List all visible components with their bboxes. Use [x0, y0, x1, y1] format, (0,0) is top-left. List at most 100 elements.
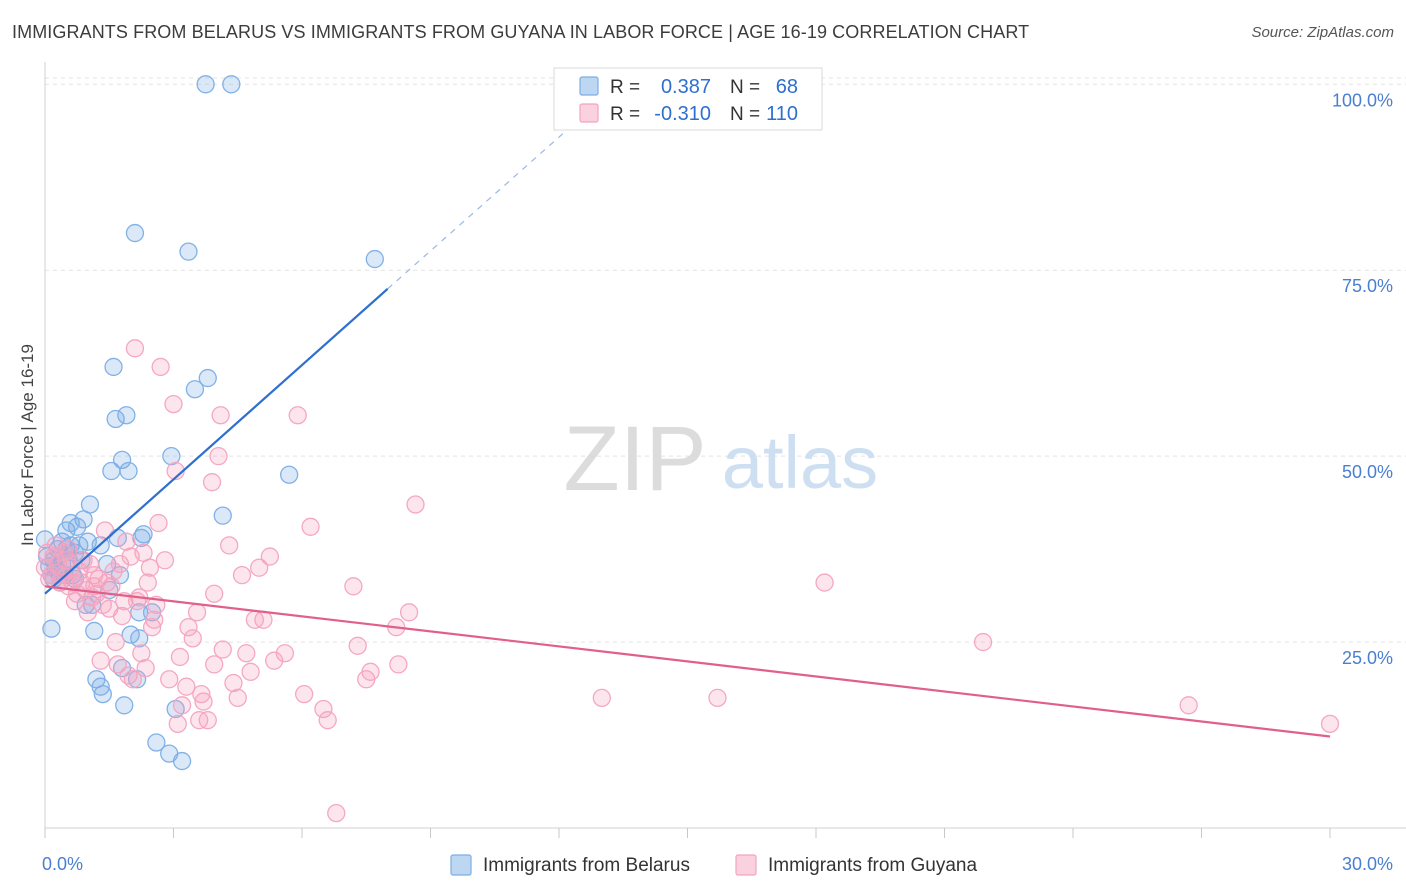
guyana-point: [194, 692, 213, 711]
x-tick-label: 0.0%: [42, 854, 83, 874]
guyana-point: [102, 577, 121, 596]
guyana-point: [192, 684, 211, 704]
guyana-point: [202, 473, 222, 492]
r-label: R =: [610, 104, 640, 125]
guyana-point: [209, 447, 228, 466]
belarus-point: [117, 406, 136, 425]
watermark: ZIP atlas: [563, 408, 878, 510]
belarus-point: [185, 380, 205, 399]
stats-legend: R = 0.387 N = 68 R = -0.310 N = 110: [553, 67, 823, 131]
guyana-point: [117, 532, 136, 551]
guyana-point: [164, 394, 183, 414]
guyana-point: [815, 573, 834, 592]
guyana-point: [132, 644, 151, 663]
belarus-point: [106, 409, 125, 429]
stats-legend-box: [553, 67, 823, 131]
guyana-point: [160, 670, 179, 689]
belarus-point: [85, 621, 104, 641]
guyana-point: [288, 406, 307, 425]
belarus-point: [125, 223, 145, 243]
guyana-point: [138, 573, 157, 592]
guyana-point: [112, 606, 132, 626]
belarus-point: [196, 75, 215, 94]
guyana-point: [344, 577, 363, 596]
belarus-point: [115, 696, 134, 715]
watermark-atlas: atlas: [722, 421, 878, 504]
guyana-point: [348, 636, 367, 655]
guyana-point: [708, 688, 727, 708]
guyana-point: [145, 610, 164, 629]
watermark-zip: ZIP: [563, 408, 706, 510]
belarus-point: [91, 677, 110, 696]
guyana-point: [1179, 696, 1198, 715]
belarus-point: [130, 603, 149, 622]
belarus-point: [104, 357, 123, 377]
guyana-point: [389, 655, 408, 674]
points-layer: [35, 75, 1340, 823]
n-label: N =: [730, 77, 760, 98]
belarus-point: [134, 525, 153, 544]
guyana-point: [170, 647, 190, 667]
guyana-point: [108, 655, 127, 674]
guyana-point: [211, 406, 230, 425]
belarus-point: [61, 513, 80, 533]
series-legend: Immigrants from Belarus Immigrants from G…: [450, 854, 977, 876]
y-tick-label: 75.0%: [1342, 276, 1393, 296]
belarus-point: [119, 461, 138, 481]
guyana-point: [318, 711, 337, 730]
belarus-point: [365, 249, 384, 269]
trend-layer: [44, 98, 1331, 738]
belarus-point: [130, 629, 149, 648]
legend-guyana-label: Immigrants from Guyana: [768, 855, 977, 876]
guyana-point: [198, 711, 217, 730]
belarus-point: [93, 684, 112, 704]
guyana-point: [110, 554, 130, 574]
guyana-point: [327, 803, 346, 823]
guyana-point: [973, 632, 993, 652]
guyana-point: [361, 662, 380, 681]
guyana-point: [136, 658, 155, 678]
guyana-point: [301, 517, 320, 536]
guyana-point: [183, 629, 202, 648]
x-tick-label: 30.0%: [1342, 854, 1393, 874]
guyana-point: [205, 584, 224, 603]
guyana-point: [1320, 714, 1340, 734]
guyana-point: [172, 696, 192, 715]
guyana-point: [80, 554, 100, 574]
legend-guyana-swatch: [735, 854, 757, 876]
belarus-point: [80, 495, 100, 514]
guyana-point: [237, 644, 256, 663]
guyana-point: [91, 651, 110, 670]
guyana-point: [232, 565, 252, 585]
guyana-point: [275, 644, 295, 663]
guyana-point: [142, 618, 162, 637]
guyana-swatch: [579, 103, 599, 123]
n-value: 68: [776, 76, 798, 98]
guyana-point: [177, 677, 196, 696]
chart-title: IMMIGRANTS FROM BELARUS VS IMMIGRANTS FR…: [12, 22, 1030, 42]
guyana-point: [220, 536, 239, 555]
grid-layer: [45, 77, 1406, 643]
guyana-point: [151, 357, 170, 377]
guyana-point: [265, 651, 284, 670]
guyana-point: [104, 562, 123, 581]
y-axis-label: In Labor Force | Age 16-19: [18, 344, 37, 546]
guyana-point: [250, 558, 269, 577]
n-label: N =: [730, 104, 760, 125]
guyana-point: [125, 339, 145, 358]
n-value: 110: [766, 103, 798, 125]
guyana-point: [294, 684, 314, 704]
guyana-point: [179, 618, 198, 637]
legend-belarus-label: Immigrants from Belarus: [483, 855, 690, 876]
guyana-point: [106, 632, 125, 652]
y-tick-label: 50.0%: [1342, 462, 1393, 482]
belarus-point: [172, 751, 192, 771]
belarus-trend-line: [44, 288, 389, 595]
guyana-point: [123, 670, 142, 689]
guyana-point: [205, 655, 224, 674]
belarus-point: [162, 447, 181, 466]
belarus-point: [112, 450, 132, 470]
guyana-point: [260, 547, 280, 566]
r-value: 0.387: [661, 76, 711, 98]
